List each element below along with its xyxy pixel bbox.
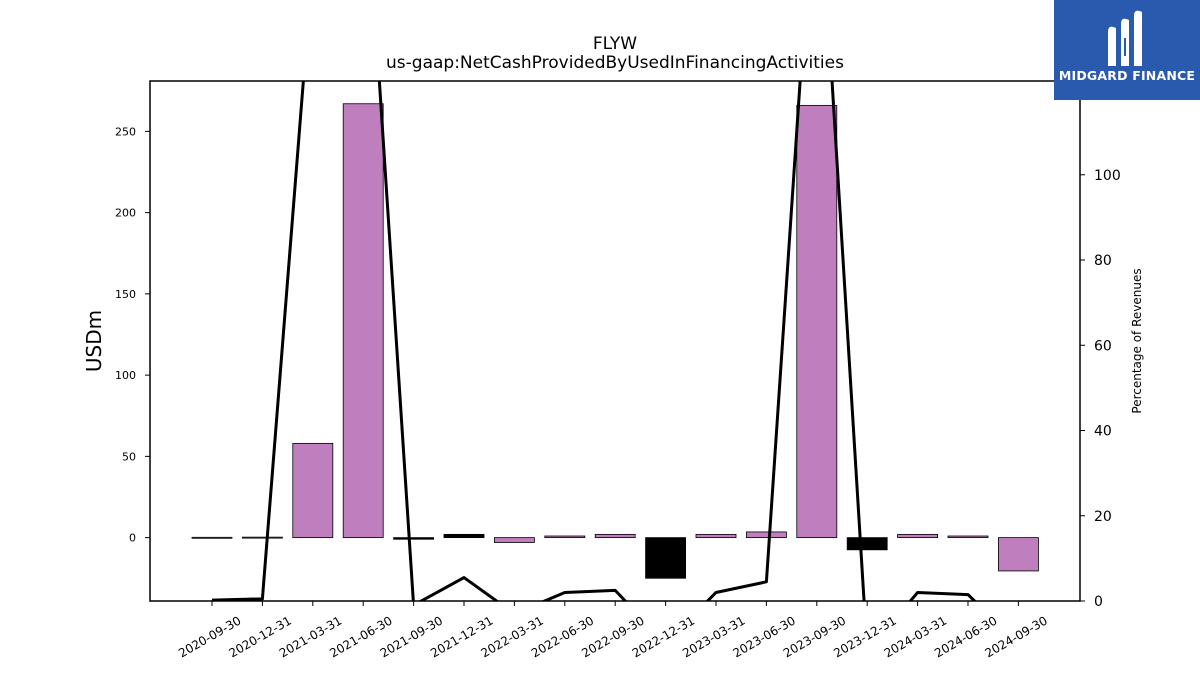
bar-2021-03-31: [292, 442, 334, 539]
chart-title: FLYW: [593, 34, 637, 54]
y2-tick-label: 60: [1094, 338, 1112, 354]
bar-2023-06-30: [746, 531, 787, 539]
bar-2021-12-31: [443, 533, 485, 539]
y2-tick-label: 20: [1094, 509, 1112, 525]
y2-axis-label: Percentage of Revenues: [1130, 268, 1144, 413]
bar-2022-12-31: [645, 537, 686, 579]
bar-2024-06-30: [947, 535, 989, 539]
bar-2021-09-30: [393, 537, 435, 540]
midgard-logo-icon: [1108, 10, 1142, 67]
bar-2023-12-31: [846, 537, 888, 551]
midgard-finance-logo: MIDGARD FINANCE: [1054, 0, 1200, 100]
logo-text: MIDGARD FINANCE: [1058, 68, 1196, 83]
y-axis-label: USDm: [82, 310, 106, 372]
y-tick-label: 100: [115, 369, 136, 382]
bar-2023-03-31: [695, 533, 737, 539]
bar-2020-09-30: [191, 536, 233, 539]
bar-2021-06-30: [342, 103, 384, 539]
y2-tick-label: 40: [1094, 424, 1112, 440]
bar-2023-09-30: [796, 104, 838, 539]
bar-2024-09-30: [998, 537, 1039, 572]
plot-frame: [149, 80, 1081, 602]
bar-2022-03-31: [493, 537, 535, 543]
y-tick-label: 150: [115, 288, 136, 301]
bar-2022-06-30: [544, 535, 586, 539]
bar-2024-03-31: [897, 533, 938, 539]
y2-tick-label: 100: [1094, 168, 1121, 184]
chart-subtitle: us-gaap:NetCashProvidedByUsedInFinancing…: [386, 53, 844, 73]
y-tick-label: 200: [115, 207, 136, 220]
y-tick-label: 250: [115, 125, 136, 138]
y2-tick-label: 0: [1094, 594, 1103, 610]
bar-2020-12-31: [241, 536, 283, 539]
bar-2022-09-30: [594, 533, 636, 539]
revenue-percentage-line: [211, 81, 977, 601]
y-tick-label: 0: [129, 532, 136, 545]
y2-tick-label: 80: [1094, 253, 1112, 269]
y-tick-label: 50: [122, 450, 136, 463]
